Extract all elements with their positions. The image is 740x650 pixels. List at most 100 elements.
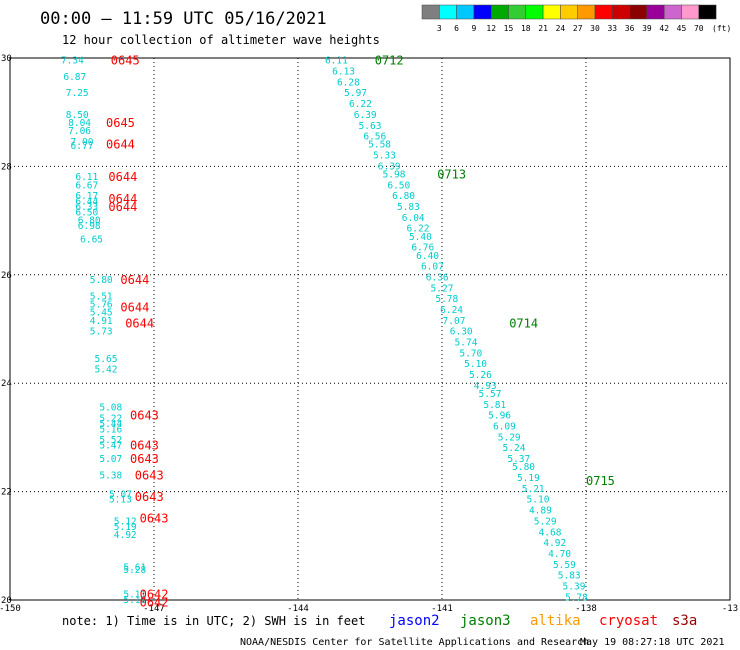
swh-value-jason3: 5.58 [368,140,391,151]
time-label-cryosat: 0645 [106,116,135,130]
swh-value-jason3: 5.29 [498,432,521,443]
colorbar-swatch [508,4,527,20]
colorbar-swatch [421,4,440,20]
colorbar-swatch [612,4,630,20]
y-tick-label: 30 [1,54,12,64]
time-label-jason3: 0714 [509,317,538,331]
swh-value-jason3: 5.10 [527,495,550,506]
swh-value-cryosat: 5.76 [90,300,113,311]
swh-value-cryosat: 6.80 [78,216,101,227]
legend-entry-cryosat: cryosat [599,613,658,629]
swh-value-jason3: 5.39 [563,581,586,592]
colorbar-swatch [439,4,457,20]
swh-value-cryosat: 8.04 [68,118,91,129]
colorbar-level-label: 36 [625,24,635,33]
legend-entry-jason2: jason2 [389,613,440,629]
time-label-jason3: 0715 [586,474,615,488]
swh-value-cryosat: 5.52 [99,435,122,446]
swh-value-cryosat: 5.47 [99,441,122,452]
swh-value-cryosat: 7.06 [68,126,91,137]
time-label-cryosat: 0643 [135,468,164,482]
swh-value-jason3: 6.39 [354,110,377,121]
colorbar-swatch [594,4,613,20]
swh-value-jason3: 6.39 [378,161,401,172]
colorbar-swatch [577,4,596,20]
swh-value-jason3: 6.09 [493,422,516,433]
swh-value-cryosat: 5.61 [123,562,146,573]
swh-value-jason3: 6.36 [426,273,449,284]
colorbar-level-label: 12 [486,24,496,33]
plot-frame [9,57,731,601]
swh-value-cryosat: 5.11 [123,590,146,601]
swh-value-cryosat: 6.65 [80,235,103,246]
colorbar-swatch [681,4,700,20]
time-label-cryosat: 0643 [140,512,169,526]
swh-value-cryosat: 6.50 [75,207,98,218]
x-axis: -150 -147 -144 -141 -138 -13 [0,604,738,614]
swh-value-jason3: 4.89 [529,506,552,517]
time-label-cryosat: 0643 [130,452,159,466]
colorbar-level-label: 33 [607,24,617,33]
swh-value-cryosat: 5.13 [109,495,132,506]
time-label-cryosat: 0643 [135,490,164,504]
x-tick-label: -138 [575,604,597,614]
swh-value-jason3: 5.10 [464,359,487,370]
time-label-cryosat: 0644 [120,300,149,314]
swh-value-jason3: 5.83 [397,202,420,213]
swh-value-cryosat: 5.12 [114,516,137,527]
swh-value-cryosat: 6.67 [75,180,98,191]
colorbar-level-label: 6 [454,24,459,33]
time-label-cryosat: 0644 [106,138,135,152]
time-label-cryosat: 0644 [108,170,137,184]
swh-value-jason3: 6.76 [411,243,434,254]
time-label-jason3: 0712 [375,54,404,68]
swh-value-cryosat: 5.42 [95,365,118,376]
colorbar-level-label: 30 [590,24,600,33]
time-label-jason3: 0713 [437,168,466,182]
legend-entry-s3a: s3a [672,613,697,629]
swh-value-cryosat: 5.19 [114,522,137,533]
swh-value-cryosat: 7.34 [61,56,84,67]
colorbar-level-label: 70 [694,24,704,33]
swh-value-jason3: 6.30 [450,327,473,338]
color-scale-bar: 3 6 9 12 15 18 21 24 27 30 33 36 39 42 45 70 [421,4,717,33]
swh-value-jason3: 6.07 [421,262,444,273]
swh-value-jason3: 5.98 [383,170,406,181]
swh-value-jason3: 5.83 [558,571,581,582]
chart-title: 00:00 – 11:59 UTC 05/16/2021 [40,9,327,29]
satellite-legend: jason2 jason3 altika cryosat s3a [389,613,697,629]
swh-value-cryosat: 6.11 [75,172,98,183]
swh-value-jason3: 6.13 [332,67,355,78]
swh-value-cryosat: 5.38 [99,470,122,481]
swh-value-jason3: 6.40 [416,251,439,262]
y-axis: 20 22 24 26 28 30 [1,54,12,606]
swh-value-jason3: 5.78 [565,592,588,603]
time-label-cryosat: 0642 [140,596,169,610]
time-label-cryosat: 0645 [111,54,140,68]
swh-value-cryosat: 5.07 [109,489,132,500]
swh-value-jason3: 7.07 [443,316,466,327]
y-tick-label: 20 [1,596,12,606]
swh-value-jason3: 6.28 [337,77,360,88]
swh-value-cryosat: 4.91 [90,316,113,327]
swh-value-jason3: 6.24 [440,305,463,316]
swh-value-cryosat: 7.00 [71,137,94,148]
colorbar-swatch [490,4,509,20]
swh-value-cryosat: 5.28 [123,565,146,576]
colorbar-level-label: 21 [538,24,548,33]
colorbar-swatch [646,4,665,20]
swh-value-jason3: 4.93 [474,381,497,392]
x-tick-label: -147 [143,604,165,614]
colorbar-swatch [560,4,578,20]
swh-value-jason3: 6.80 [392,191,415,202]
swh-value-cryosat: 5.22 [99,413,122,424]
swh-value-jason3: 5.57 [479,389,502,400]
time-label-cryosat: 0644 [120,273,149,287]
colorbar-unit: (ft) [712,24,731,33]
colorbar-level-label: 42 [659,24,669,33]
swh-value-jason3: 5.29 [534,516,557,527]
swh-value-jason3: 5.97 [344,88,367,99]
grid-lines [10,58,730,600]
swh-value-jason3: 5.24 [503,443,526,454]
